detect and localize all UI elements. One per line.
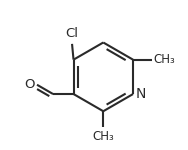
Text: CH₃: CH₃ [92, 130, 114, 143]
Text: N: N [135, 87, 146, 101]
Text: O: O [25, 78, 35, 91]
Text: Cl: Cl [66, 27, 79, 40]
Text: CH₃: CH₃ [153, 53, 175, 66]
